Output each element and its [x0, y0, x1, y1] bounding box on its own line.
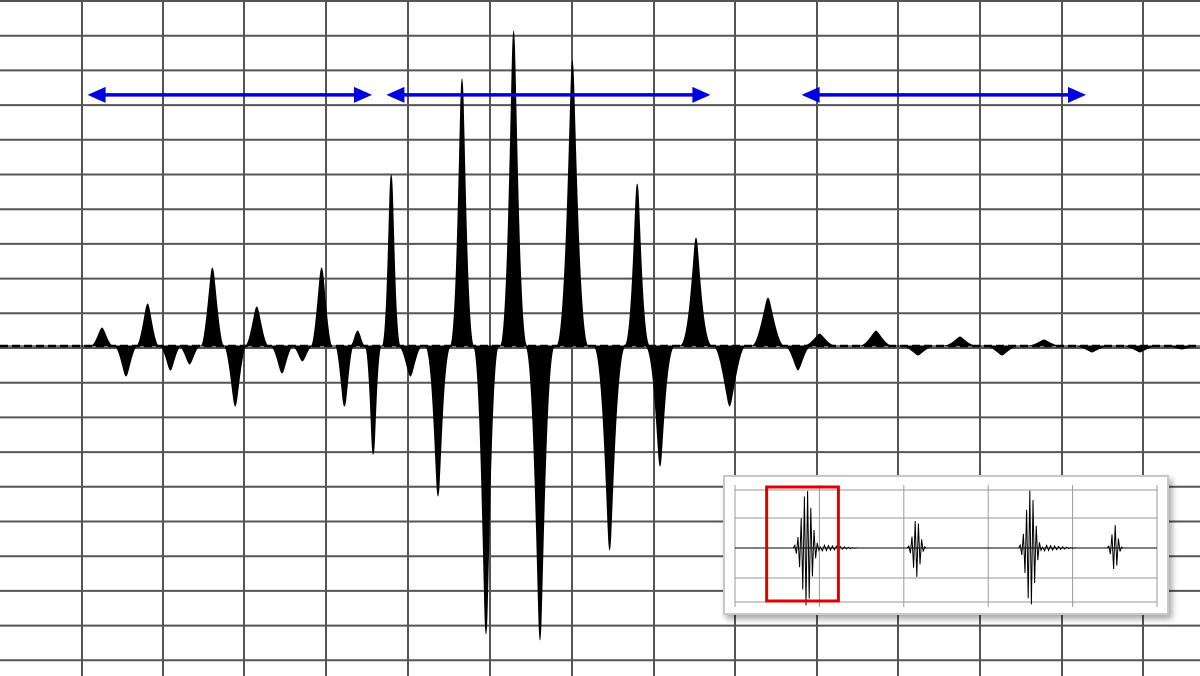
duration-arrows: [87, 86, 1086, 103]
arrowhead-right: [1068, 86, 1086, 103]
arrowhead-left: [386, 86, 405, 103]
seismic-waveform: [0, 30, 1200, 641]
highlight-box: [765, 485, 840, 603]
arrowhead-left: [801, 86, 820, 103]
duration-arrow: [87, 86, 372, 103]
overview-seismogram: [734, 485, 1158, 607]
arrowhead-left: [87, 86, 106, 103]
duration-arrow: [386, 86, 711, 103]
overview-inset: [723, 475, 1169, 615]
arrowhead-right: [354, 86, 372, 103]
arrowhead-right: [692, 86, 711, 103]
inset-waveform: [792, 490, 1124, 606]
duration-arrow: [801, 86, 1086, 103]
